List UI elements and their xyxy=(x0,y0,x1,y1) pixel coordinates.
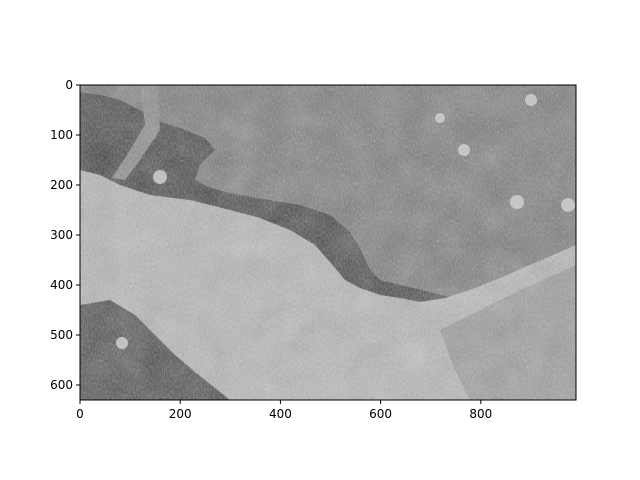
x-tick-label: 800 xyxy=(469,407,492,421)
spot xyxy=(525,94,537,106)
x-tick-label: 0 xyxy=(76,407,84,421)
y-tick-label: 400 xyxy=(50,278,73,292)
y-tick-label: 600 xyxy=(50,378,73,392)
x-tick-label: 200 xyxy=(169,407,192,421)
x-tick-label: 400 xyxy=(269,407,292,421)
y-axis: 0 100 200 300 400 500 600 xyxy=(50,78,80,392)
x-axis: 0 200 400 600 800 xyxy=(76,400,492,421)
spot xyxy=(435,113,445,123)
y-tick-label: 300 xyxy=(50,228,73,242)
spot xyxy=(510,195,524,209)
plot-frame xyxy=(79,84,577,401)
fine-texture xyxy=(80,85,576,400)
y-tick-label: 200 xyxy=(50,178,73,192)
spot xyxy=(153,170,167,184)
spot xyxy=(561,198,575,212)
heatmap-image xyxy=(80,85,576,400)
y-tick-label: 100 xyxy=(50,128,73,142)
spot xyxy=(458,144,470,156)
bright-spots xyxy=(116,94,575,349)
y-tick-label: 0 xyxy=(65,78,73,92)
x-tick-label: 600 xyxy=(369,407,392,421)
spot xyxy=(116,337,128,349)
y-tick-label: 500 xyxy=(50,328,73,342)
